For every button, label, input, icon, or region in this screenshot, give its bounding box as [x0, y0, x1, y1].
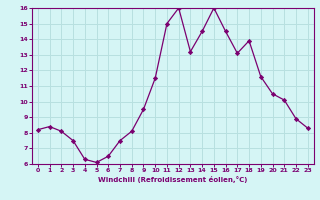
X-axis label: Windchill (Refroidissement éolien,°C): Windchill (Refroidissement éolien,°C)	[98, 176, 247, 183]
